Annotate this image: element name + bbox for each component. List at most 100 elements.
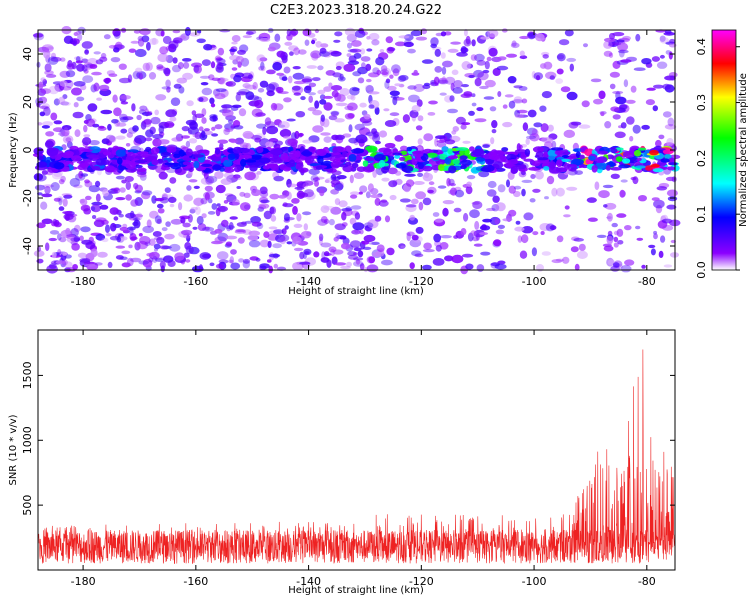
spectrogram-blob	[89, 64, 98, 69]
spectrogram-blob	[360, 56, 371, 62]
spectrogram-blob	[335, 232, 340, 241]
spectrogram-band-blob	[166, 146, 177, 153]
spectrogram-blob	[366, 48, 373, 52]
spectrogram-blob	[204, 226, 210, 231]
spectrogram-band-blob	[201, 163, 213, 167]
spectrogram-blob	[177, 62, 184, 70]
spectrogram-blob	[257, 88, 265, 93]
spectrogram-blob	[61, 259, 68, 266]
spectrogram-blob	[417, 172, 424, 177]
spectrogram-blob	[320, 43, 329, 48]
spectrogram-blob	[611, 42, 622, 46]
spectrogram-blob	[511, 40, 517, 47]
spectrogram-blob	[169, 243, 181, 252]
spectrogram-blob	[355, 134, 368, 144]
spectrogram-blob	[451, 130, 457, 135]
spectrogram-blob	[623, 79, 629, 88]
spectrogram-blob	[626, 116, 635, 125]
spectrogram-band-blob	[560, 158, 572, 163]
spectrogram-blob	[50, 182, 60, 191]
spectrogram-blob	[460, 124, 467, 130]
spectrogram-blob	[55, 260, 66, 265]
spectrogram-blob	[263, 210, 272, 220]
spectrogram-blob	[335, 65, 342, 71]
spectrogram-blob	[232, 199, 240, 206]
spectrogram-blob	[156, 236, 165, 245]
spectrogram-blob	[268, 253, 281, 258]
spectrogram-blob	[434, 66, 443, 73]
spectrogram-blob	[408, 94, 420, 103]
spectrogram-blob	[134, 184, 143, 193]
spectrogram-blob	[663, 264, 673, 268]
spectrogram-blob	[207, 211, 216, 215]
spectrogram-blob	[202, 226, 215, 232]
spectrogram-blob	[51, 251, 57, 259]
spectrogram-blob	[159, 46, 169, 55]
spectrogram-blob	[551, 140, 557, 150]
spectrogram-blob	[314, 100, 320, 109]
spectrogram-band-blob	[308, 146, 315, 152]
spectrogram-band-blob	[53, 162, 65, 170]
spectrogram-blob	[366, 78, 372, 83]
spectrogram-blob	[665, 176, 676, 182]
spectrogram-blob	[86, 118, 96, 128]
spectrogram-band-blob	[394, 154, 400, 159]
spectrogram-blob	[201, 130, 206, 139]
spectrogram-blob	[148, 257, 154, 263]
spectrogram-blob	[456, 52, 468, 57]
spectrogram-blob	[573, 237, 584, 242]
spectrogram-blob	[156, 64, 164, 70]
spectrogram-blob	[120, 95, 131, 100]
spectrogram-blob	[495, 229, 505, 235]
spectrogram-blob	[372, 252, 381, 257]
spectrogram-blob	[521, 226, 534, 234]
spectrogram-blob	[147, 110, 153, 115]
spectrogram-band-blob	[392, 152, 403, 156]
spectrogram-blob	[118, 63, 127, 70]
spectrogram-blob	[40, 77, 46, 82]
spectrogram-blob	[466, 175, 476, 180]
spectrogram-band-blob	[605, 165, 611, 171]
spectrogram-blob	[400, 245, 406, 249]
spectrogram-blob	[350, 205, 362, 210]
spectrogram-band-blob	[339, 163, 349, 168]
spectrogram-band-blob	[373, 154, 386, 162]
spectrogram-band-blob	[342, 150, 348, 158]
spectrogram-blob	[667, 196, 678, 202]
spectrogram-blob	[148, 238, 156, 246]
spectrogram-blob	[447, 108, 458, 114]
spectrogram-blob	[481, 224, 487, 231]
spectrogram-blob	[347, 49, 358, 53]
spectrogram-blob	[496, 65, 509, 71]
spectrogram-blob	[635, 225, 641, 230]
spectrogram-blob	[279, 128, 292, 138]
spectrogram-blob	[471, 93, 476, 98]
spectrogram-blob	[62, 135, 74, 144]
spectrogram-blob	[115, 197, 126, 201]
spectrogram-blob	[89, 140, 100, 146]
spectrogram-blob	[469, 209, 480, 219]
spectrogram-blob	[59, 80, 68, 87]
spectrogram-band-blob	[227, 153, 236, 161]
spectrogram-blob	[44, 186, 51, 194]
spectrogram-blob	[328, 82, 333, 88]
spectrogram-blob	[301, 78, 313, 83]
x-tick-label: -100	[522, 275, 547, 288]
spectrogram-blob	[478, 170, 490, 178]
spectrogram-blob	[616, 39, 625, 43]
spectrogram-blob	[566, 57, 577, 62]
spectrogram-blob	[142, 225, 154, 234]
spectrogram-blob	[502, 104, 508, 109]
spectrogram-blob	[609, 83, 616, 90]
spectrogram-blob	[334, 223, 346, 231]
spectrogram-band-blob	[418, 162, 424, 169]
spectrogram-blob	[175, 168, 186, 175]
spectrogram-blob	[365, 63, 372, 71]
spectrogram-blob	[230, 105, 239, 112]
spectrogram-blob	[112, 94, 118, 103]
spectrogram-blob	[95, 193, 101, 202]
spectrogram-blob	[134, 216, 139, 224]
spectrogram-blob	[368, 104, 375, 109]
spectrogram-blob	[257, 206, 265, 212]
